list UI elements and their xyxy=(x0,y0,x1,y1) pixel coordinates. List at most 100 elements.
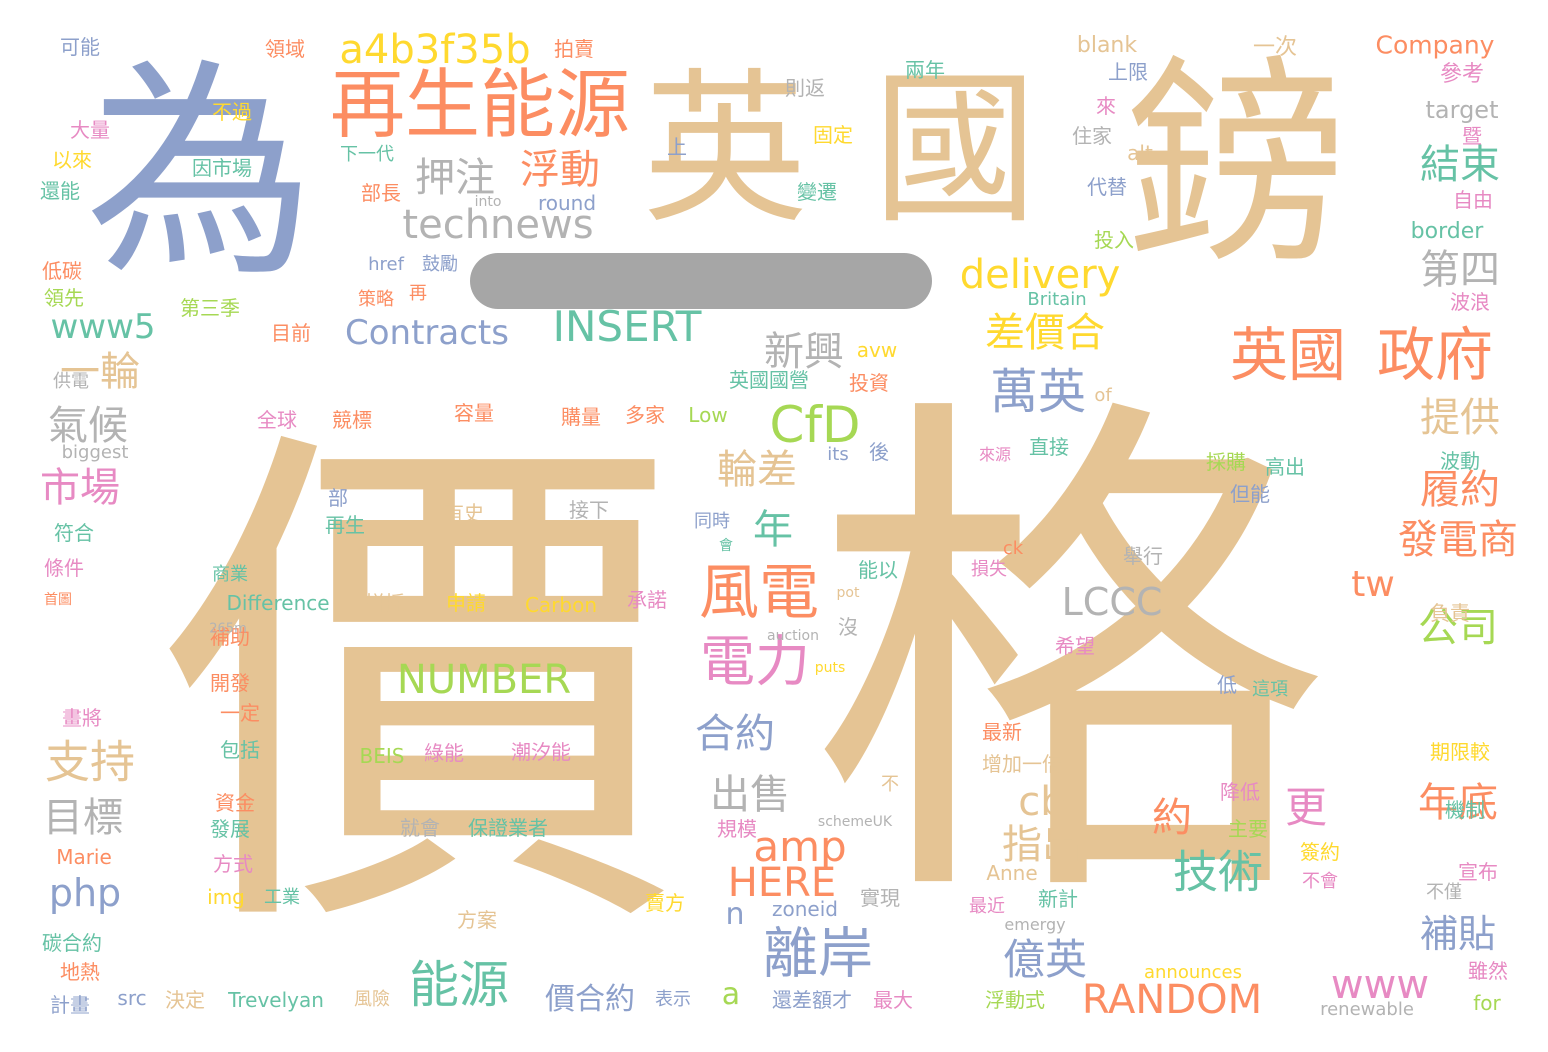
cloud-word-17: 差價合 xyxy=(985,310,1105,356)
cloud-word-89: 投入 xyxy=(1094,228,1134,252)
cloud-word-154: 綠能 xyxy=(424,741,464,765)
cloud-word-carbon: Carbon xyxy=(524,593,598,617)
cloud-word-144: 沒 xyxy=(838,615,858,639)
cloud-word-41: 能源 xyxy=(409,956,509,1014)
cloud-word-here: HERE xyxy=(727,860,837,906)
cloud-word-1: 格 xyxy=(810,357,1330,963)
cloud-word-n: n xyxy=(725,897,745,932)
cloud-word-86: 變遷 xyxy=(797,180,837,204)
cloud-word-169: 簽約 xyxy=(1300,840,1340,864)
cloud-word-74: 以來 xyxy=(52,148,92,172)
cloud-word-75: 還能 xyxy=(40,179,80,203)
cloud-word-66: 兩年 xyxy=(905,58,945,82)
cloud-word-6: 再生能源 xyxy=(329,60,631,149)
cloud-word-number: NUMBER xyxy=(396,657,572,703)
cloud-word-156: 最新 xyxy=(982,720,1022,744)
cloud-word-26: 風電 xyxy=(699,558,819,628)
cloud-word-trevelyan: Trevelyan xyxy=(228,988,324,1012)
cloud-word-128: 條件 xyxy=(44,556,84,580)
cloud-word-129: 商業 xyxy=(212,564,248,585)
cloud-word-105: 競標 xyxy=(332,408,372,432)
cloud-word-puts: puts xyxy=(814,660,846,676)
cloud-word-36: 指出 xyxy=(1002,822,1082,868)
cloud-word-119: 但能 xyxy=(1230,482,1270,506)
cloud-word-265m: 265m xyxy=(209,621,247,637)
cloud-word-19: 萬英 xyxy=(989,364,1087,420)
cloud-word-185: 碳合約 xyxy=(42,931,102,955)
cloud-word-120: 符合 xyxy=(54,521,94,545)
cloud-word-55: 履約 xyxy=(1420,467,1500,513)
cloud-word-164: 規模 xyxy=(717,817,757,841)
cloud-word-www5: www5 xyxy=(50,307,156,347)
cloud-word-191: 決定 xyxy=(165,988,205,1012)
cloud-word-beis: BEIS xyxy=(359,744,405,768)
cloud-word-94: 第三季 xyxy=(180,296,240,320)
cloud-word-67: 則返 xyxy=(785,76,825,100)
cloud-word-48: 更 xyxy=(1284,783,1328,832)
cloud-word-83: 來 xyxy=(1096,94,1116,118)
cloud-word-172: 方式 xyxy=(213,852,253,876)
cloud-word-101: 英國國營 xyxy=(729,368,809,392)
cloud-word-avw: avw xyxy=(856,338,898,362)
cloud-word-78: 部長 xyxy=(361,181,401,205)
cloud-word-11: 英國 xyxy=(1229,321,1347,389)
cloud-word-into: into xyxy=(474,194,502,210)
cloud-word-168: 主要 xyxy=(1228,817,1268,841)
cloud-word-125: 同時 xyxy=(694,511,730,532)
cloud-word-157: 期限較 xyxy=(1430,740,1490,764)
cloud-word-139: 承諾 xyxy=(627,588,667,612)
cloud-word-81: 上 xyxy=(667,135,687,159)
cloud-word-51: 補貼 xyxy=(1419,912,1497,956)
cloud-word-marie: Marie xyxy=(56,845,112,869)
cloud-word-company: Company xyxy=(1375,30,1495,60)
cloud-word-href: href xyxy=(368,254,404,275)
cloud-word-196: 風險 xyxy=(354,989,390,1010)
cloud-word-87: 自由 xyxy=(1453,188,1493,212)
cloud-word-tw: tw xyxy=(1351,564,1395,605)
gray-bar xyxy=(470,253,932,309)
cloud-word-4: 國 xyxy=(872,53,1038,246)
cloud-word-116: 採購 xyxy=(1206,450,1246,474)
cloud-word-renewable: renewable xyxy=(1320,999,1414,1020)
cloud-word-166: 就會 xyxy=(400,816,440,840)
cloud-word-difference: Difference xyxy=(226,591,330,615)
cloud-word-33: 出售 xyxy=(710,772,790,818)
cloud-word-148: 低 xyxy=(1217,673,1237,697)
cloud-word-php: php xyxy=(48,871,122,915)
cloud-word-85: 代替 xyxy=(1087,175,1127,199)
cloud-word-152: 包括 xyxy=(220,738,260,762)
cloud-word-25: 年 xyxy=(753,507,793,553)
cloud-word-auction: auction xyxy=(767,628,819,644)
cloud-word-50: 年底 xyxy=(1418,780,1498,826)
cloud-word-161: 降低 xyxy=(1220,780,1260,804)
cloud-word-30: 合約 xyxy=(695,711,775,757)
cloud-word-47: 約 xyxy=(1152,795,1192,841)
cloud-word-0: 價 xyxy=(160,387,680,993)
cloud-word-124: 接下 xyxy=(569,498,609,522)
cloud-word-2: 為 xyxy=(84,41,316,308)
cloud-word-target: target xyxy=(1425,96,1499,124)
cloud-word-61: 參考 xyxy=(1439,62,1485,87)
cloud-word-98: 策略 xyxy=(358,289,394,310)
cloud-word-160: 資金 xyxy=(215,791,255,815)
cloud-word-133: 損失 xyxy=(971,559,1007,580)
cloud-word-186: 地熱 xyxy=(60,960,100,984)
cloud-word-technews: technews xyxy=(402,202,594,248)
cloud-word-197: 浮動式 xyxy=(985,988,1045,1012)
cloud-word-77: 下一代 xyxy=(340,144,394,165)
cloud-word-91: 波浪 xyxy=(1450,290,1490,314)
cloud-word-68: 固定 xyxy=(813,123,853,147)
cloud-word-76: 因市場 xyxy=(192,156,252,180)
cloud-word-130: 首圖 xyxy=(44,592,72,608)
cloud-word-24: 輪差 xyxy=(717,447,797,493)
cloud-word-31: 支持 xyxy=(44,735,136,789)
cloud-word-53: 公司 xyxy=(1418,605,1498,651)
cloud-word-73: 大量 xyxy=(70,118,110,142)
cloud-word-announces: announces xyxy=(1143,962,1243,983)
cloud-word-150: 畫將 xyxy=(62,706,102,730)
cloud-word-179: 賣方 xyxy=(645,891,685,915)
cloud-word-127: 舉行 xyxy=(1123,544,1163,568)
cloud-word-175: 不僅 xyxy=(1426,882,1462,903)
cloud-word-99: 目前 xyxy=(271,321,311,345)
cloud-word-anne: Anne xyxy=(986,861,1038,885)
